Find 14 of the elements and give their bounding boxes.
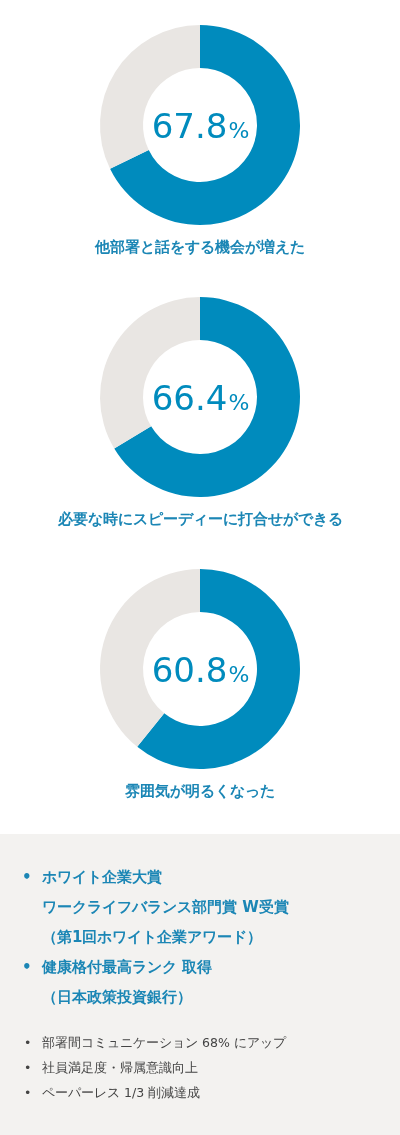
text: • 健康格付最高ランク 取得	[22, 957, 213, 978]
text: 他部署と話をする機会が増えた	[93, 238, 306, 257]
data-label: 67.8%	[151, 106, 250, 146]
text: ワークライフバランス部門賞 W受賞	[42, 898, 289, 916]
data-label: 60.8%	[151, 650, 250, 690]
text: • ペーパーレス 1/3 削減達成	[24, 1084, 201, 1102]
text: （第1回ホワイト企業アワード）	[42, 928, 263, 946]
text: • 社員満足度・帰属意識向上	[24, 1059, 198, 1077]
text: （日本政策投資銀行）	[42, 988, 192, 1006]
text: • ホワイト企業大賞	[22, 867, 162, 888]
text: • 部署間コミュニケーション 68% にアップ	[24, 1034, 286, 1052]
text: 必要な時にスピーディーに打合せができる	[56, 510, 344, 529]
data-label: 66.4%	[151, 378, 250, 418]
text: 雰囲気が明るくなった	[124, 782, 276, 801]
